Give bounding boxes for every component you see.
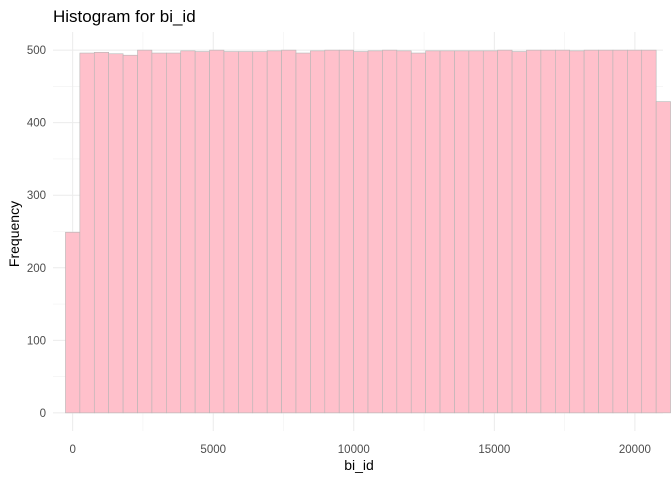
histogram-bars [65,49,671,414]
histogram-bar [324,49,340,414]
histogram-bar [108,53,124,414]
y-axis-tick-labels: 0 100 200 300 400 500 [27,45,46,420]
histogram-bar [266,50,282,414]
histogram-bar [583,49,599,414]
histogram-bar [310,50,326,414]
histogram-bar [655,101,671,414]
x-tick-label: 15000 [478,444,510,456]
histogram-bar [252,51,268,414]
histogram-bar [367,50,383,414]
histogram-bar [122,54,138,414]
histogram-bar [612,49,628,414]
histogram-bar [555,49,571,414]
histogram-bar [295,52,311,414]
histogram-bar [209,49,225,414]
y-tick-label: 300 [27,190,46,202]
histogram-bar [194,51,210,414]
y-tick-label: 0 [40,408,46,420]
x-tick-label: 0 [69,444,75,456]
histogram-bar [151,52,167,414]
histogram-bar [425,50,441,414]
histogram-bar [382,49,398,414]
y-tick-label: 500 [27,45,46,57]
histogram-bar [511,51,527,414]
histogram-bar [468,50,484,414]
y-axis-title: Frequency [6,201,22,267]
histogram-bar [439,50,455,414]
histogram-bar [180,50,196,414]
histogram-bar [238,51,254,414]
histogram-bar [454,50,470,414]
histogram-bar [497,49,513,414]
histogram-bar [569,50,585,414]
histogram-bar [223,51,239,414]
histogram-bar [65,231,81,414]
chart-title: Histogram for bi_id [53,7,196,26]
x-tick-label: 5000 [200,444,226,456]
histogram-bar [598,49,614,414]
histogram-bar [641,49,657,414]
histogram-bar [410,52,426,414]
x-axis-title: bi_id [344,457,374,473]
y-tick-label: 400 [27,118,46,130]
histogram-bar [93,52,109,414]
x-axis-tick-labels: 0 5000 10000 15000 20000 [69,444,650,456]
histogram-bar [338,49,354,414]
histogram-bar [137,49,153,414]
histogram-bar [540,49,556,414]
histogram-bar [396,50,412,414]
y-tick-label: 200 [27,263,46,275]
x-tick-label: 20000 [619,444,651,456]
histogram-bar [281,49,297,414]
histogram-bar [526,49,542,414]
histogram-bar [353,51,369,414]
x-tick-label: 10000 [338,444,370,456]
histogram-bar [166,52,182,414]
histogram-bar [627,49,643,414]
histogram-bar [482,50,498,414]
y-tick-label: 100 [27,335,46,347]
histogram-bar [79,52,95,414]
